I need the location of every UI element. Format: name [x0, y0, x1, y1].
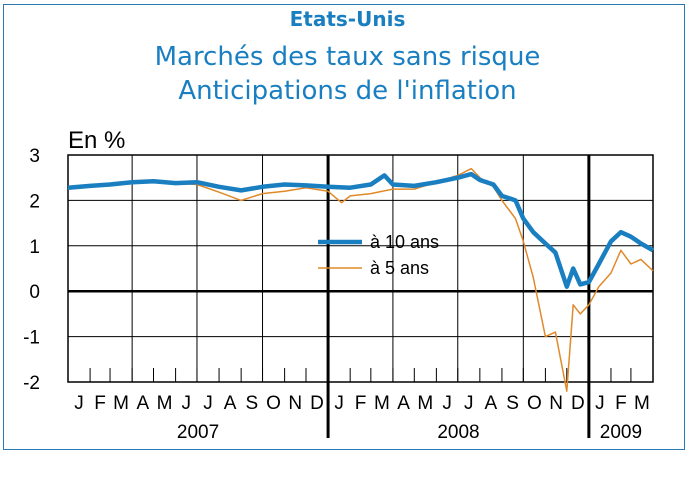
x-month-label: N [288, 393, 302, 414]
y-tick-label: 0 [29, 282, 40, 303]
x-month-label: A [136, 393, 149, 414]
y-unit-label: En % [68, 127, 125, 154]
x-month-label: D [571, 393, 585, 414]
x-month-label: O [266, 393, 281, 414]
x-month-label: A [485, 393, 498, 414]
series-line-10-ans [67, 171, 655, 289]
plot-area [67, 154, 654, 383]
x-month-label: M [634, 393, 650, 414]
x-month-label: J [182, 393, 192, 414]
legend-item-10-ans-label: à 10 ans [370, 232, 439, 252]
x-month-label: F [94, 393, 106, 414]
y-tick-label: 3 [29, 146, 40, 167]
x-year-label: 2009 [600, 422, 642, 443]
x-month-label: J [203, 393, 213, 414]
y-tick-label: -2 [23, 373, 40, 394]
x-month-label: M [417, 393, 433, 414]
x-month-label: J [334, 393, 344, 414]
y-tick-label: -1 [23, 328, 40, 349]
y-tick-label: 2 [29, 191, 40, 212]
x-month-label: S [506, 393, 519, 414]
x-month-label: A [397, 393, 410, 414]
x-month-label: J [464, 393, 474, 414]
x-month-label: J [595, 393, 605, 414]
x-month-label: F [355, 393, 367, 414]
x-month-label: N [549, 393, 563, 414]
x-month-label: M [113, 393, 129, 414]
chart-title-line1: Marchés des taux sans risque [154, 42, 541, 72]
x-month-label: O [527, 393, 542, 414]
x-month-label: D [310, 393, 324, 414]
x-month-label: M [157, 393, 173, 414]
x-month-label: M [374, 393, 390, 414]
x-month-label: F [615, 393, 627, 414]
x-month-label: S [245, 393, 258, 414]
chart-frame [3, 4, 685, 450]
x-month-label: J [74, 393, 84, 414]
x-year-label: 2007 [177, 422, 219, 443]
x-month-label: A [224, 393, 237, 414]
x-month-label: J [442, 393, 452, 414]
legend-item-5-ans-label: à 5 ans [370, 258, 429, 278]
y-tick-label: 1 [29, 237, 40, 258]
chart-supertitle: Etats-Unis [289, 7, 406, 31]
chart-title-line2: Anticipations de l'inflation [178, 76, 517, 106]
x-year-label: 2008 [437, 422, 479, 443]
